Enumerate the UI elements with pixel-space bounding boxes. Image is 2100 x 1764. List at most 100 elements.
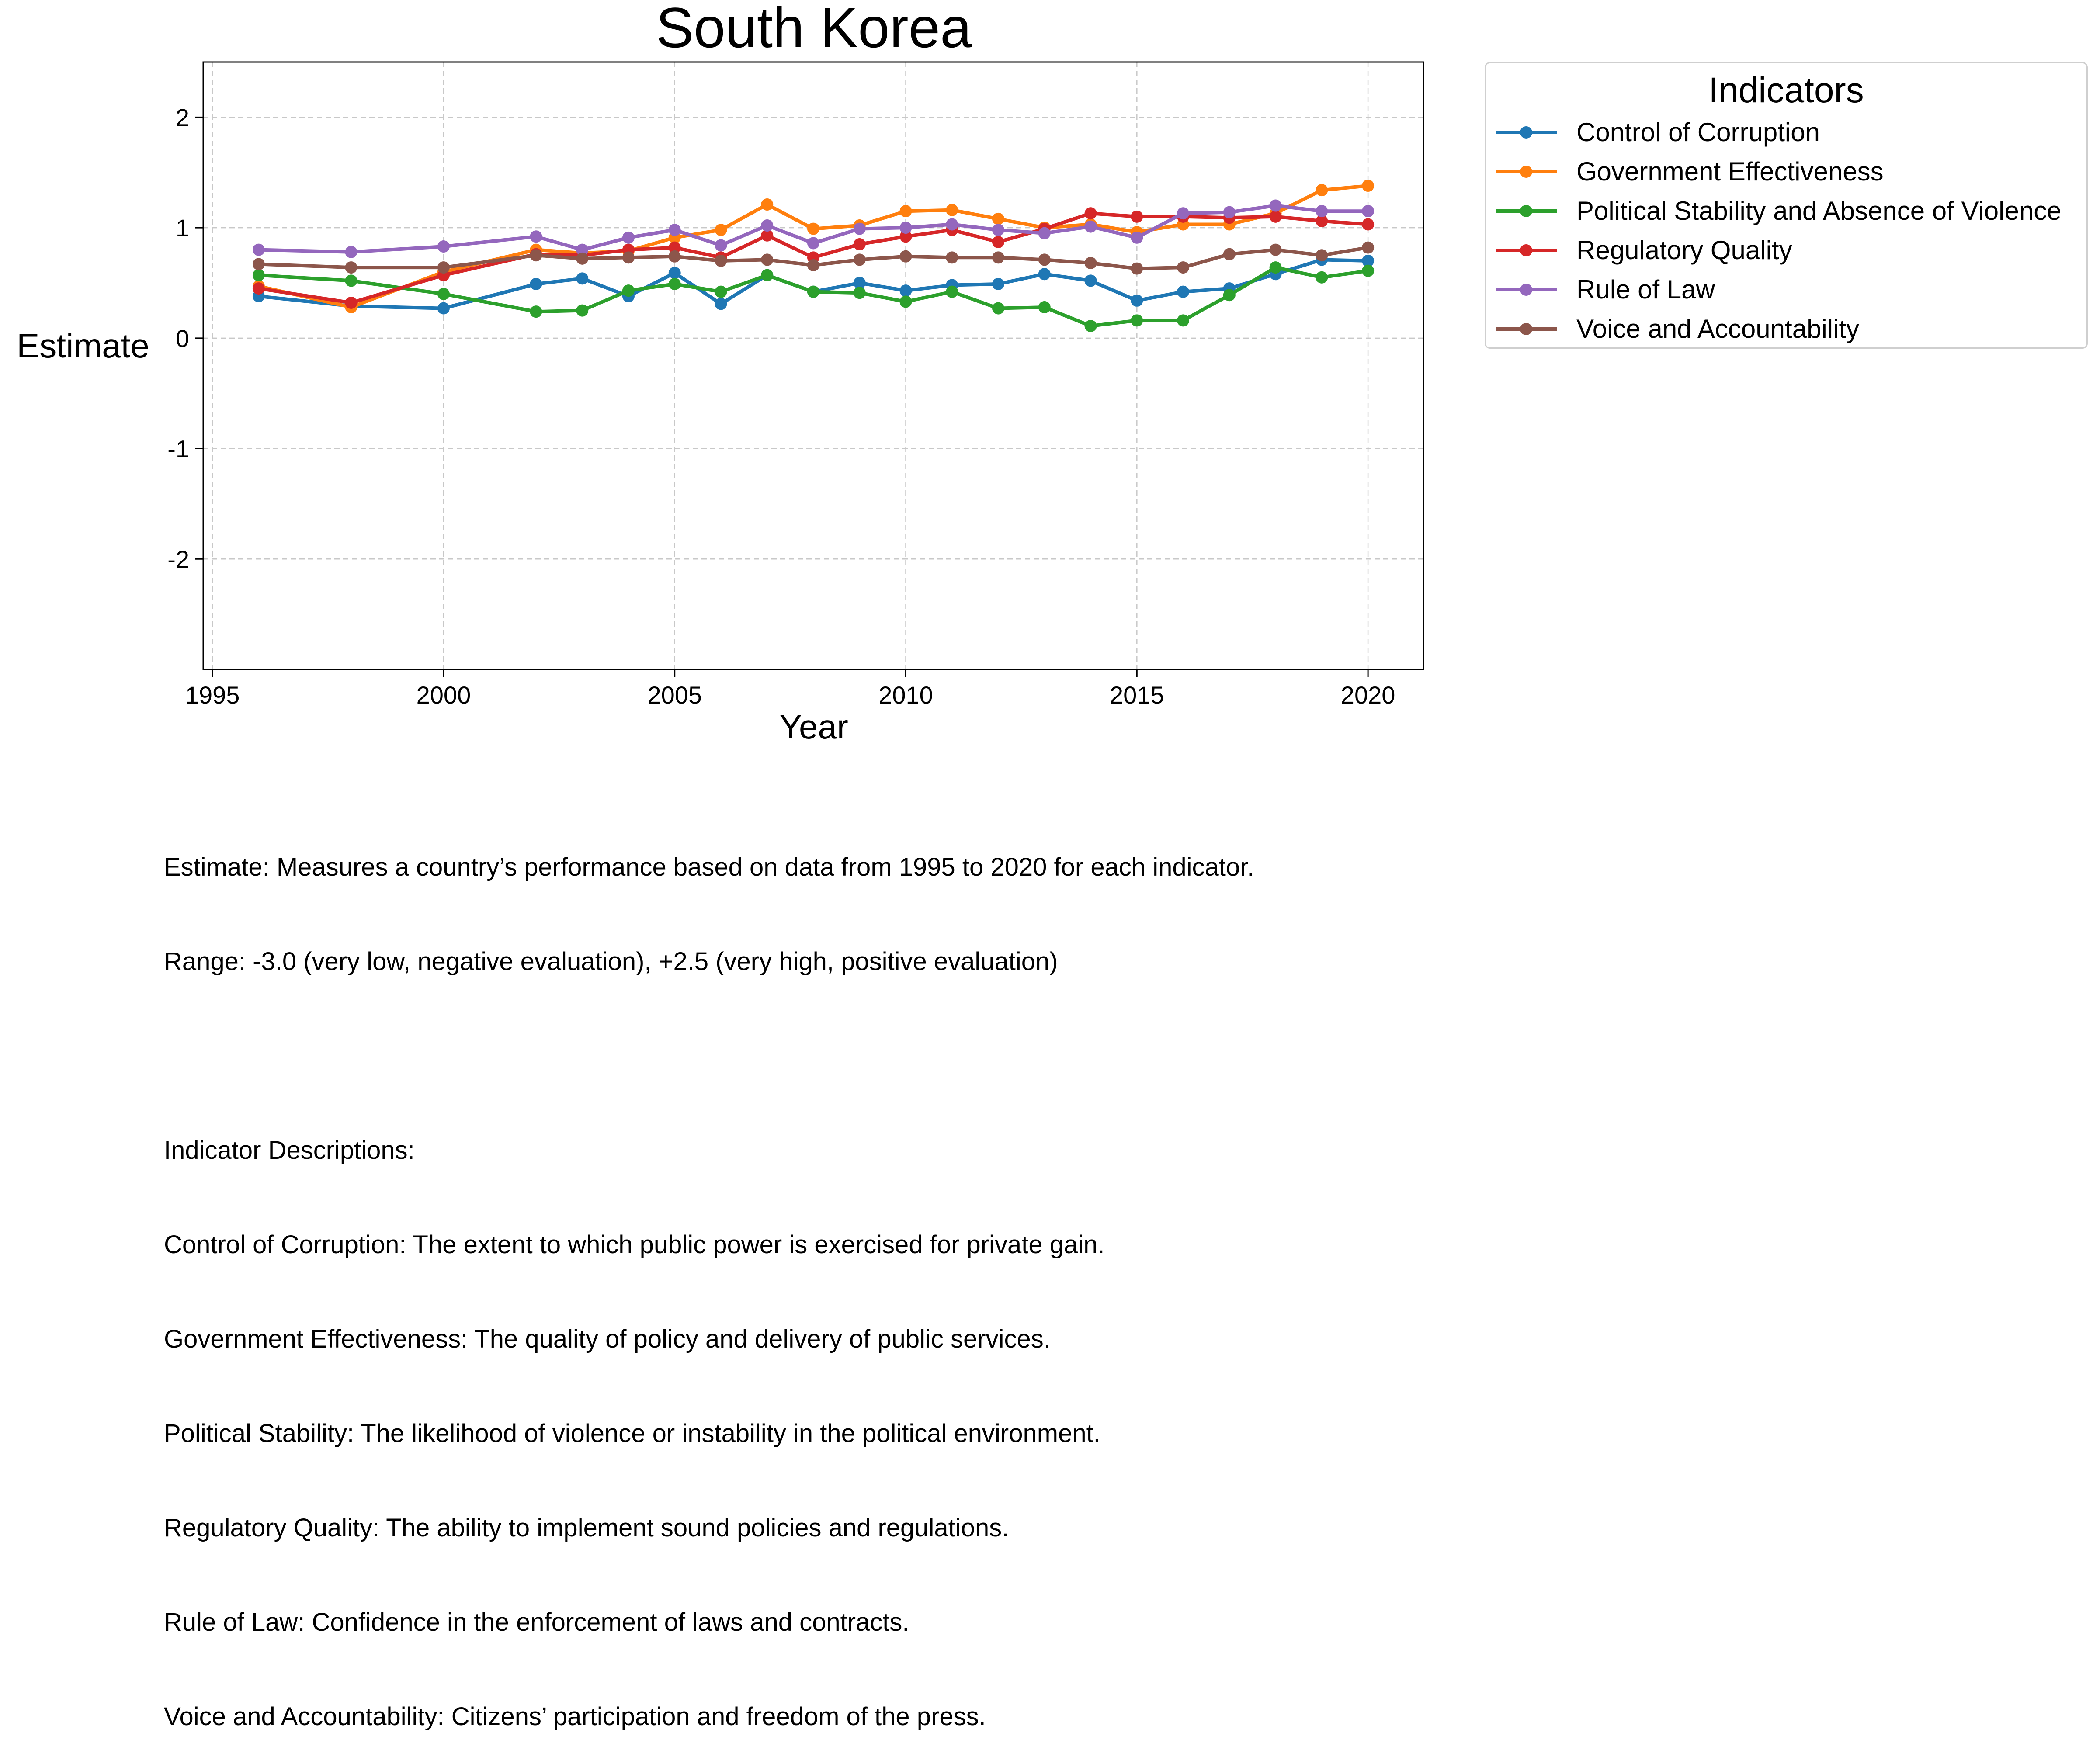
- data-point: [761, 219, 774, 232]
- data-point: [1038, 227, 1051, 239]
- data-point: [992, 251, 1005, 264]
- data-point: [1038, 253, 1051, 266]
- series-layer: [252, 180, 1375, 333]
- series-group: [252, 241, 1375, 275]
- data-point: [530, 230, 542, 243]
- data-point: [668, 224, 681, 236]
- description-line: Range: -3.0 (very low, negative evaluati…: [164, 947, 1058, 976]
- legend-label: Political Stability and Absence of Viole…: [1576, 196, 2062, 225]
- data-point: [1084, 320, 1097, 333]
- series-line: [258, 184, 1368, 309]
- data-point: [1131, 314, 1143, 327]
- series-line: [258, 204, 1368, 254]
- series-line: [258, 266, 1368, 328]
- data-point: [1084, 207, 1097, 220]
- data-point: [715, 298, 727, 310]
- data-point: [807, 237, 819, 250]
- data-point: [853, 222, 866, 235]
- axis-ticks: 1995 2000 2005 2010 2015 2020 -2 -1 0 1 2: [167, 104, 1395, 709]
- x-tick-label: 2000: [417, 681, 471, 709]
- data-point: [1177, 285, 1190, 298]
- data-point: [1084, 274, 1097, 287]
- data-point: [1038, 268, 1051, 281]
- data-point: [1084, 256, 1097, 269]
- x-tick-label: 2010: [878, 681, 933, 709]
- y-tick-label: 1: [176, 214, 189, 242]
- data-point: [1269, 261, 1282, 274]
- data-point: [1316, 249, 1328, 262]
- data-point: [252, 243, 265, 256]
- data-point: [1223, 289, 1236, 302]
- data-point: [853, 253, 866, 266]
- data-point: [1223, 206, 1236, 218]
- data-point: [668, 250, 681, 263]
- data-point: [576, 272, 589, 285]
- x-tick-label: 2005: [647, 681, 702, 709]
- data-point: [807, 285, 819, 298]
- grid: [203, 62, 1423, 669]
- data-point: [576, 304, 589, 317]
- data-point: [668, 267, 681, 279]
- series-line: [258, 246, 1368, 270]
- data-point: [1362, 205, 1375, 218]
- data-point: [1362, 180, 1375, 192]
- data-point: [1316, 271, 1328, 284]
- data-point: [899, 250, 912, 263]
- data-point: [530, 277, 542, 290]
- data-point: [1038, 301, 1051, 314]
- data-point: [530, 249, 542, 262]
- legend-swatch: [1496, 166, 1557, 178]
- data-point: [992, 212, 1005, 225]
- data-point: [853, 287, 866, 299]
- data-point: [668, 241, 681, 254]
- legend-swatch: [1496, 323, 1557, 335]
- legend-label: Regulatory Quality: [1576, 236, 1792, 265]
- legend-label: Rule of Law: [1576, 275, 1715, 304]
- data-point: [946, 204, 958, 216]
- data-point: [252, 258, 265, 270]
- data-point: [1177, 314, 1190, 327]
- data-point: [946, 285, 958, 298]
- data-point: [345, 246, 358, 258]
- data-point: [622, 231, 635, 244]
- data-point: [715, 285, 727, 298]
- data-point: [899, 295, 912, 308]
- legend-swatch: [1496, 126, 1557, 139]
- y-tick-label: -2: [167, 545, 189, 573]
- data-point: [437, 288, 450, 300]
- data-point: [1131, 231, 1143, 244]
- data-point: [807, 259, 819, 272]
- data-point: [853, 238, 866, 250]
- legend-swatch: [1496, 284, 1557, 296]
- legend-label: Government Effectiveness: [1576, 157, 1884, 186]
- plot-area-frame: [202, 61, 1424, 670]
- data-point: [1362, 264, 1375, 277]
- description-line: Voice and Accountability: Citizens’ part…: [164, 1702, 986, 1731]
- data-point: [437, 302, 450, 315]
- data-point: [1362, 254, 1375, 267]
- series-line: [258, 211, 1368, 305]
- description-text: Estimate: Measures a country’s performan…: [164, 789, 1562, 1764]
- data-point: [761, 269, 774, 281]
- data-point: [576, 252, 589, 265]
- data-point: [252, 282, 265, 295]
- x-tick-label: 2015: [1110, 681, 1164, 709]
- data-point: [622, 251, 635, 264]
- y-tick-label: 2: [176, 104, 189, 131]
- data-point: [1362, 241, 1375, 254]
- data-point: [761, 253, 774, 266]
- data-point: [899, 222, 912, 234]
- data-point: [715, 254, 727, 267]
- data-point: [807, 222, 819, 235]
- data-point: [899, 230, 912, 243]
- data-point: [1316, 205, 1328, 218]
- data-point: [1131, 294, 1143, 307]
- data-point: [899, 205, 912, 218]
- data-point: [252, 269, 265, 281]
- x-axis-label: Year: [779, 707, 848, 746]
- line-chart: South Korea 1995 2000 2005 2010 2015 2020 -2 -1…: [17, 0, 1424, 746]
- x-tick-label: 2020: [1341, 681, 1395, 709]
- description-line: Estimate: Measures a country’s performan…: [164, 853, 1254, 881]
- legend-label: Voice and Accountability: [1576, 314, 1860, 343]
- legend-label: Control of Corruption: [1576, 118, 1820, 147]
